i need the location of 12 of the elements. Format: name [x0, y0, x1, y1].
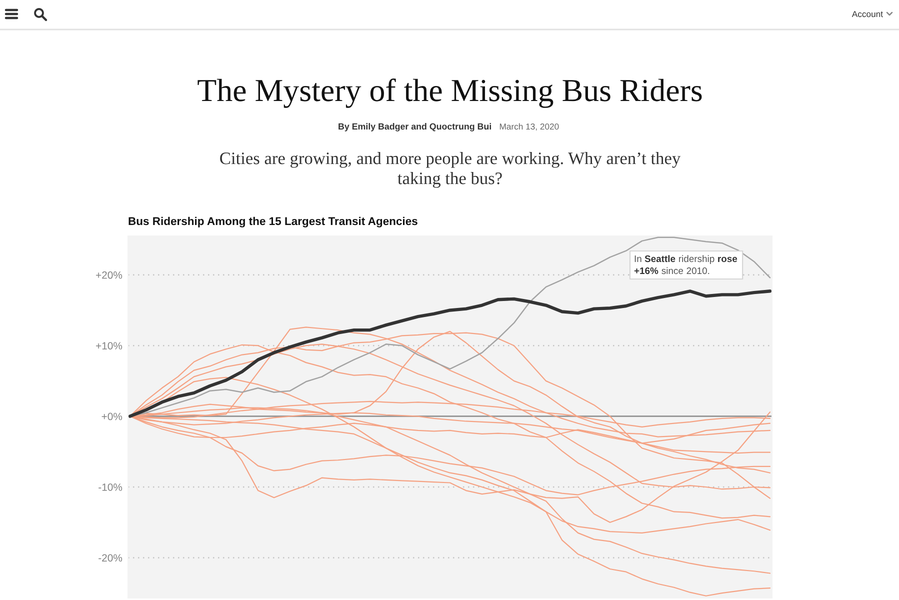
text: By Emily Badger and Quoctrung Bui	[338, 123, 491, 132]
y-tick-label: -20%	[98, 554, 122, 562]
text: In Seattle ridership rose +16% since 2010.	[634, 255, 738, 274]
y-tick-label: +10%	[96, 342, 122, 350]
text: Bus Ridership Among the 15 Largest Transit Agencies	[128, 216, 418, 228]
text: Account	[852, 11, 883, 18]
y-tick-label: +0%	[102, 412, 122, 420]
text: March 13, 2020	[500, 123, 559, 131]
chart-title: The Mystery of the Missing Bus Riders	[198, 78, 702, 108]
y-tick-label: +20%	[96, 271, 122, 279]
y-tick-label: -10%	[98, 483, 122, 491]
chart-subtitle: Cities are growing, and more people are working. Why aren’t they taking the bus?	[220, 152, 681, 188]
